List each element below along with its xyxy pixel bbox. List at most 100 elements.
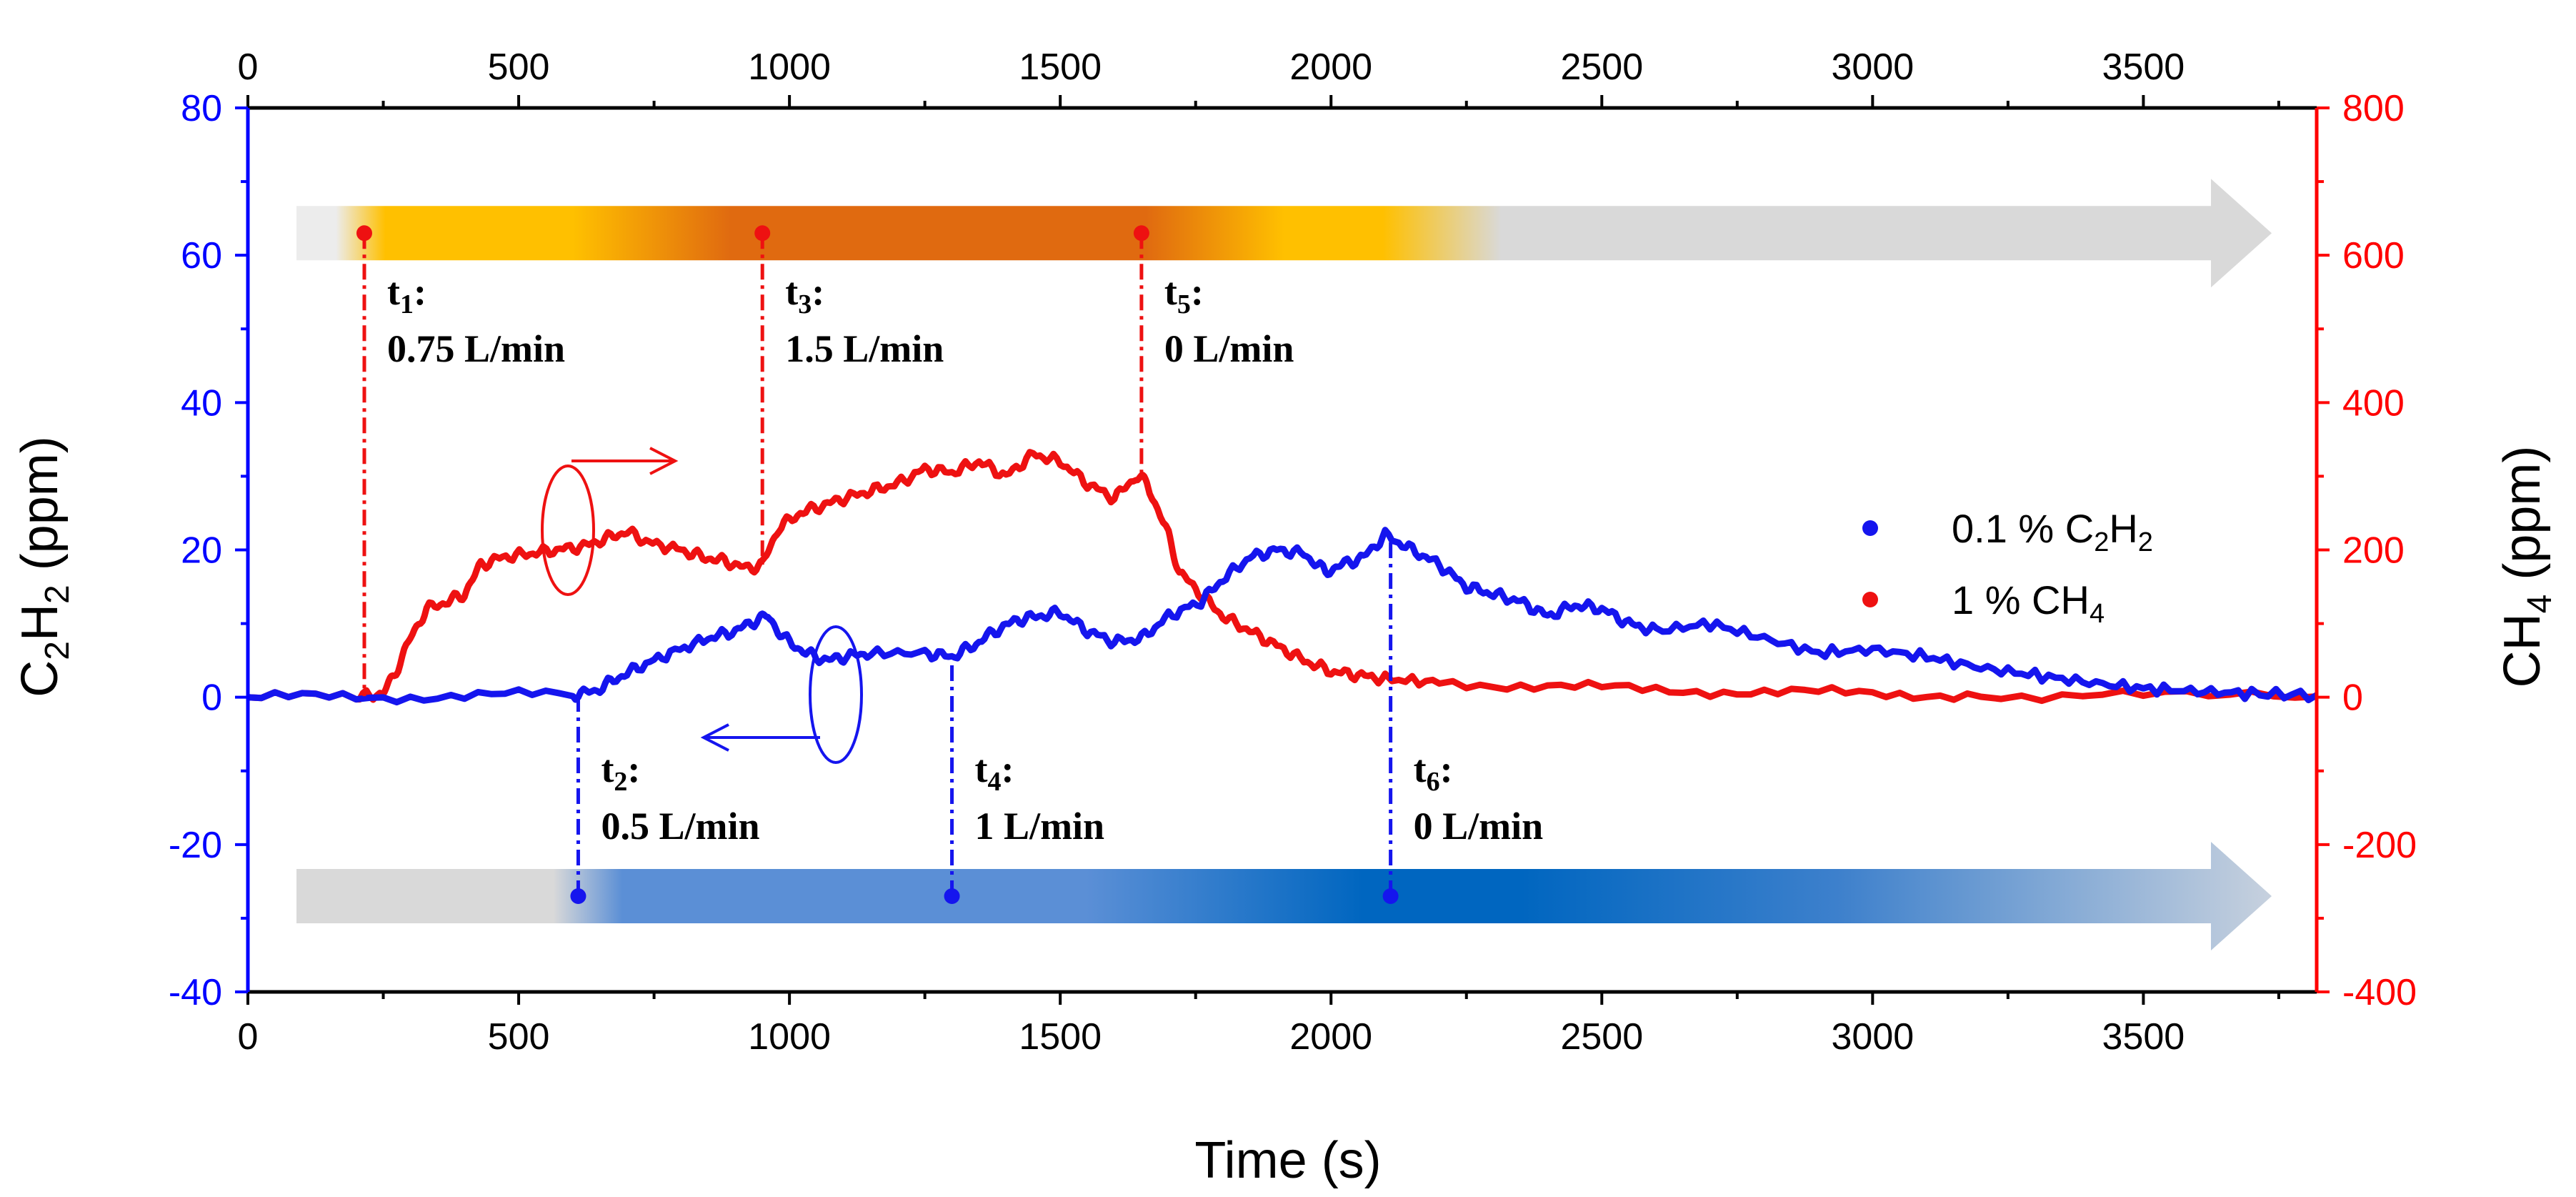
- x-tick-label: 3000: [1832, 1016, 1914, 1058]
- right-axis-title-sub: 4: [2521, 595, 2559, 614]
- event-dot: [1382, 888, 1399, 904]
- event-dot: [570, 888, 586, 904]
- y-left-tick-label: -20: [169, 825, 222, 866]
- c2h2-axis-indicator-ellipse: [809, 625, 863, 764]
- c2h2-flow-arrow: [296, 841, 2272, 950]
- event-flow-label: 0 L/min: [1414, 805, 1544, 848]
- x-tick-label: 0: [238, 1016, 259, 1058]
- series-layer: [247, 449, 2319, 706]
- x-tick-label: 1000: [748, 1016, 831, 1058]
- legend-marker-ch4: [1862, 592, 1878, 607]
- legend-ch4-part: 1 % CH: [1952, 577, 2090, 622]
- x-tick-label: 3500: [2102, 1016, 2185, 1058]
- event-time-label: t5:: [1164, 270, 1204, 319]
- event-label-sub: 6: [1427, 767, 1440, 797]
- y-right-tick-label: 200: [2342, 530, 2405, 572]
- axis-indicators: [541, 447, 863, 764]
- legend: 0.1 % C2H2 1 % CH4: [1862, 506, 2153, 629]
- x-top-tick-label: 2000: [1289, 46, 1372, 88]
- event-label-sub: 3: [798, 289, 812, 319]
- flow-arrows: [296, 179, 2272, 950]
- event-marker: t1: 0.75 L/min: [356, 225, 565, 697]
- event-flow-label: 0.75 L/min: [387, 327, 565, 370]
- right-axis-title-part: (ppm): [2494, 446, 2551, 595]
- right-axis-title: CH4 (ppm): [2494, 446, 2559, 688]
- event-time-label: t3:: [785, 270, 824, 319]
- event-label-colon: :: [812, 270, 824, 313]
- x-top-tick-label: 0: [238, 46, 259, 88]
- event-label-colon: :: [627, 747, 640, 790]
- ch4-axis-indicator-ellipse: [541, 465, 595, 596]
- event-flow-label: 1.5 L/min: [785, 327, 944, 370]
- event-dot: [1133, 225, 1149, 242]
- x-top-tick-label: 1000: [748, 46, 831, 88]
- y-left-tick-label: 80: [181, 88, 222, 129]
- x-top-tick-label: 500: [488, 46, 550, 88]
- ch4-flow-arrow: [296, 179, 2272, 288]
- left-axis-title-part: (ppm): [11, 436, 69, 585]
- event-time-label: t1:: [387, 270, 426, 319]
- y-left-tick-label: 60: [181, 235, 222, 277]
- event-label-colon: :: [1440, 747, 1453, 790]
- x-axis-title: Time (s): [1194, 1132, 1381, 1189]
- x-tick-label: 2000: [1289, 1016, 1372, 1058]
- left-axis-title-part: C: [11, 660, 69, 697]
- legend-c2h2-part: H: [2109, 506, 2137, 551]
- x-tick-label: 500: [488, 1016, 550, 1058]
- event-label-sub: 1: [400, 289, 414, 319]
- event-label-letter: t: [785, 270, 798, 313]
- left-axis-title-sub: 2: [39, 641, 76, 660]
- event-dot: [356, 225, 372, 242]
- c2h2-series-line: [247, 527, 2319, 706]
- y-right-tick-label: 600: [2342, 235, 2405, 277]
- legend-c2h2-sub: 2: [2138, 527, 2153, 557]
- left-axis-title-sub: 2: [39, 585, 76, 604]
- event-label-letter: t: [1414, 747, 1427, 790]
- left-axis-title: C2H2 (ppm): [11, 436, 76, 697]
- event-dot: [754, 225, 771, 242]
- event-label-sub: 4: [988, 767, 1002, 797]
- x-tick-label: 1500: [1019, 1016, 1102, 1058]
- x-top-tick-label: 2500: [1560, 46, 1643, 88]
- event-marker: t4: 1 L/min: [944, 656, 1104, 904]
- ch4-right-axis-arrow: [571, 447, 679, 475]
- event-label-letter: t: [387, 270, 400, 313]
- event-label-colon: :: [414, 270, 426, 313]
- ch4-series-line: [247, 449, 2317, 705]
- event-label-sub: 5: [1177, 289, 1191, 319]
- event-label-sub: 2: [614, 767, 627, 797]
- x-top-tick-label: 3000: [1832, 46, 1914, 88]
- y-right-tick-label: 400: [2342, 382, 2405, 424]
- c2h2-left-axis-arrow: [700, 723, 820, 752]
- y-right-tick-label: -400: [2342, 972, 2417, 1013]
- legend-label-ch4: 1 % CH4: [1952, 577, 2105, 629]
- legend-c2h2-sub: 2: [2094, 527, 2109, 557]
- event-dot: [944, 888, 960, 904]
- legend-ch4-sub: 4: [2090, 599, 2105, 629]
- y-left-tick-label: 0: [201, 677, 222, 719]
- right-axis-title-part: CH: [2494, 613, 2551, 687]
- legend-c2h2-part: 0.1 % C: [1952, 506, 2094, 551]
- legend-label-c2h2: 0.1 % C2H2: [1952, 506, 2153, 557]
- event-flow-label: 0.5 L/min: [601, 805, 759, 848]
- event-marker: t5: 0 L/min: [1133, 225, 1294, 480]
- event-marker: t2: 0.5 L/min: [570, 693, 759, 904]
- event-time-label: t2:: [601, 747, 640, 797]
- event-marker: t3: 1.5 L/min: [754, 225, 944, 565]
- y-right-tick-label: -200: [2342, 825, 2417, 866]
- y-left-tick-label: -40: [169, 972, 222, 1013]
- event-label-colon: :: [1002, 747, 1014, 790]
- event-label-colon: :: [1191, 270, 1204, 313]
- event-flow-label: 0 L/min: [1164, 327, 1294, 370]
- event-label-letter: t: [1164, 270, 1177, 313]
- x-top-tick-label: 1500: [1019, 46, 1102, 88]
- y-right-tick-label: 0: [2342, 677, 2363, 719]
- event-time-label: t4:: [975, 747, 1014, 797]
- x-top-tick-label: 3500: [2102, 46, 2185, 88]
- left-axis-title-part: H: [11, 604, 69, 641]
- event-label-letter: t: [975, 747, 988, 790]
- x-tick-label: 2500: [1560, 1016, 1643, 1058]
- y-left-tick-label: 20: [181, 530, 222, 572]
